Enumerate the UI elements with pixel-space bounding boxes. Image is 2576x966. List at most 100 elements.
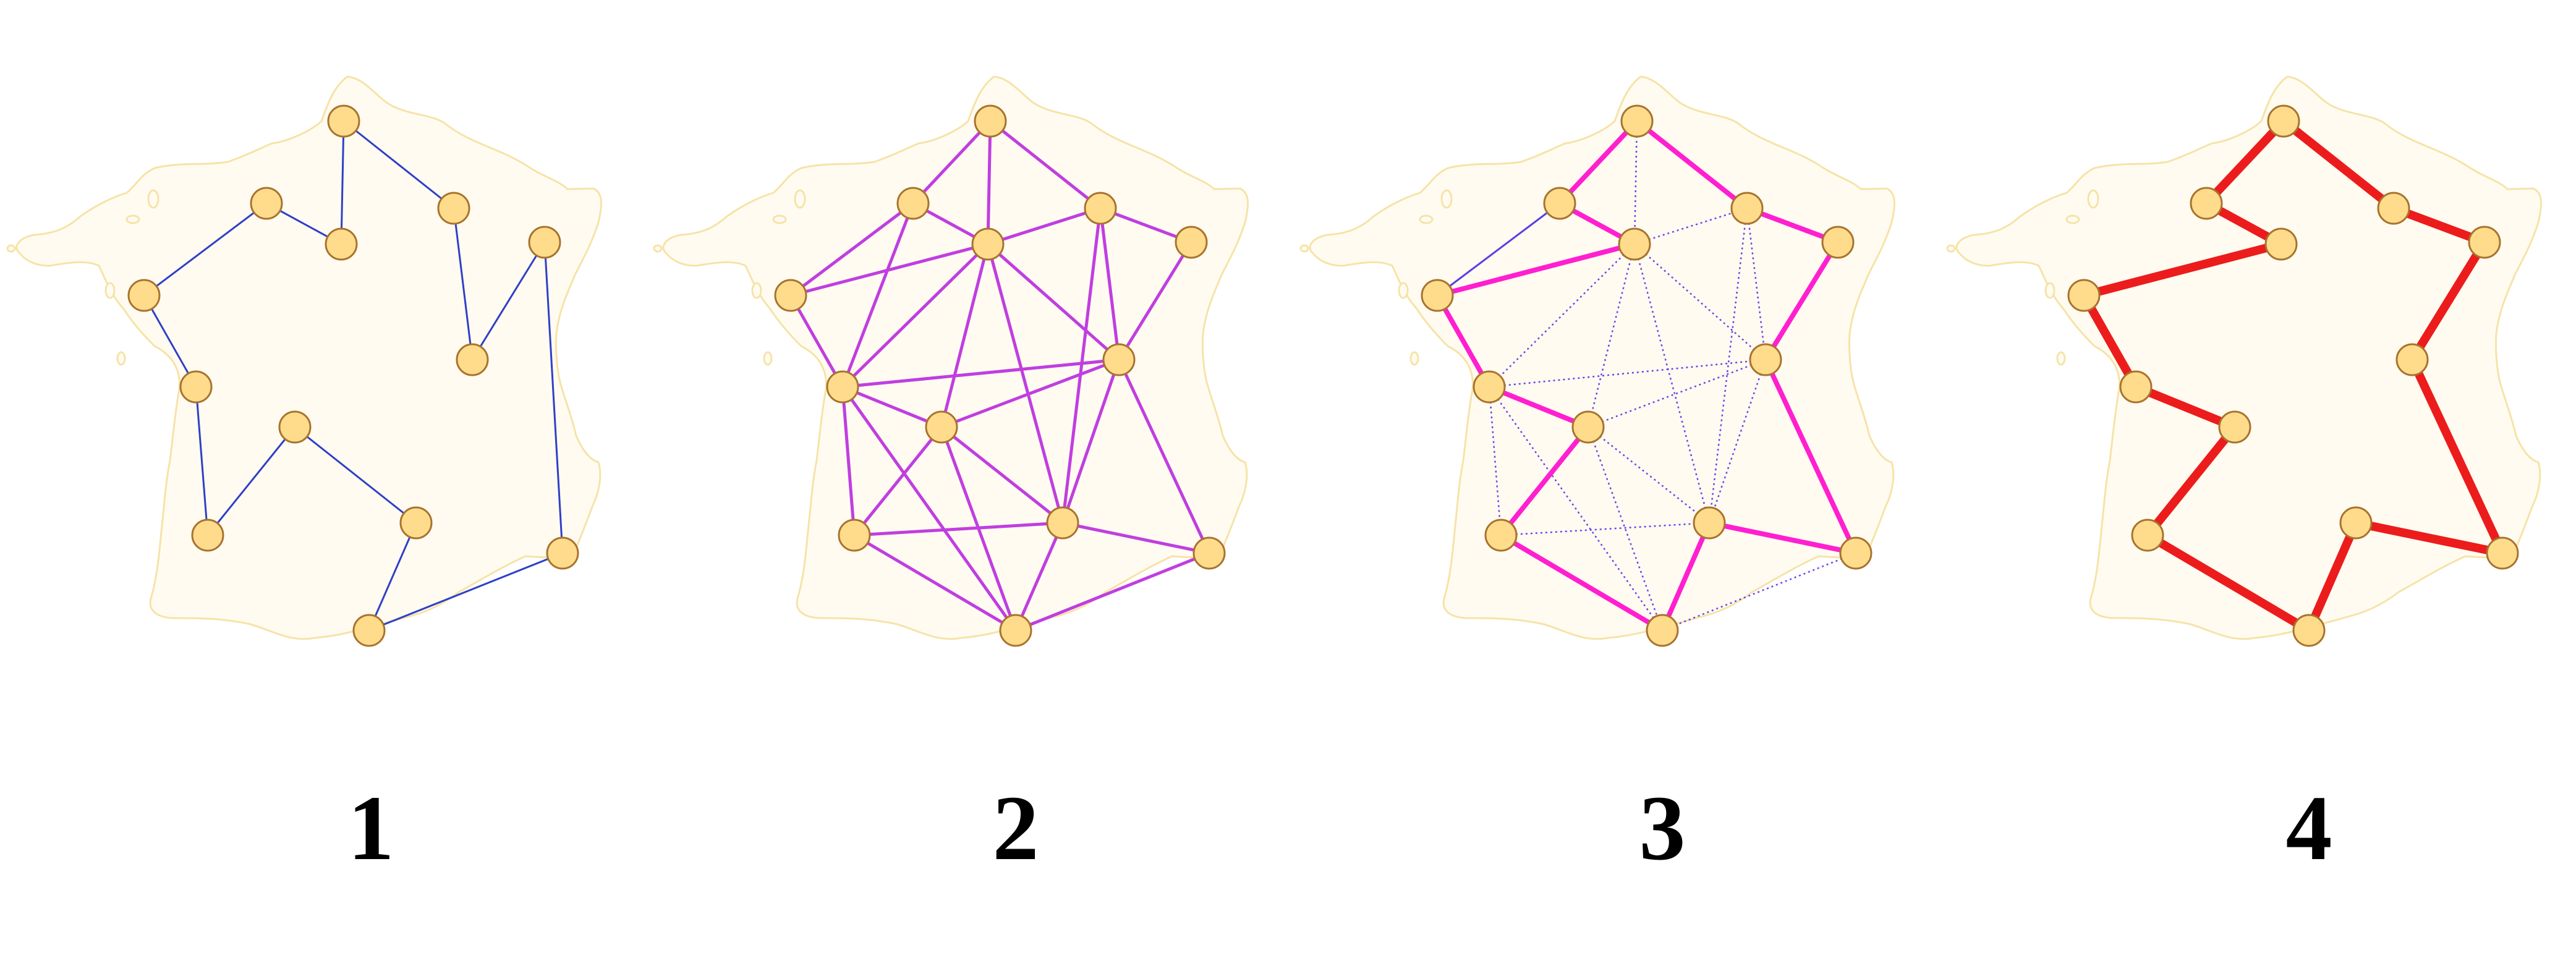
edge (853, 533, 1017, 632)
node (1484, 519, 1518, 552)
edge (1662, 552, 1856, 632)
node (179, 370, 213, 404)
edge (1435, 293, 1492, 389)
edge (854, 521, 1063, 537)
edge (2080, 291, 2140, 391)
edge (1660, 520, 1712, 633)
edge (1061, 208, 1102, 523)
node (925, 410, 958, 444)
edge (1435, 242, 1637, 298)
edge (2132, 383, 2239, 431)
node (2067, 279, 2101, 312)
edge (1708, 359, 1767, 523)
edge (2408, 355, 2507, 557)
edge (987, 206, 1101, 246)
edge (1746, 208, 1767, 360)
edge (143, 202, 267, 297)
edge (1634, 119, 1749, 211)
edge (1500, 522, 1710, 536)
node (999, 614, 1032, 647)
node (127, 279, 161, 312)
node (774, 279, 807, 312)
nodes-panel-1 (127, 104, 579, 647)
edge (2143, 531, 2313, 635)
node (2190, 187, 2223, 220)
node (1175, 226, 1208, 259)
node (2218, 410, 2251, 444)
node (1046, 506, 1079, 540)
edge (2279, 117, 2398, 213)
edge (1498, 533, 1665, 633)
node (546, 536, 579, 570)
node (250, 187, 283, 220)
edge (841, 386, 1018, 632)
edge (1633, 244, 1711, 523)
node (2264, 227, 2298, 261)
panel-1: 1 (6, 75, 603, 879)
edge (1707, 520, 1858, 556)
edge (471, 242, 546, 360)
thin-edges-panel-3 (1437, 202, 1560, 297)
node (1421, 279, 1454, 312)
edge (841, 243, 989, 388)
edge (1708, 208, 1748, 523)
edge (790, 242, 988, 297)
france-map-1 (6, 75, 603, 640)
node (896, 187, 930, 220)
node (971, 227, 1005, 261)
edge (1437, 202, 1560, 297)
panel-3: 3 (1299, 75, 1896, 879)
node (327, 104, 360, 138)
node (1730, 192, 1764, 225)
edge (940, 244, 990, 428)
node (2377, 192, 2410, 225)
node (974, 104, 1007, 138)
edge (1489, 244, 1635, 388)
panel-3-label: 3 (1639, 777, 1686, 879)
edge (2352, 519, 2507, 557)
edge (1487, 384, 1591, 430)
node (1473, 370, 1506, 404)
edge (2408, 238, 2489, 364)
node (1749, 343, 1782, 376)
node (1192, 536, 1226, 570)
edge (912, 120, 992, 205)
node (1821, 226, 1855, 259)
node (352, 614, 386, 647)
edge (986, 244, 1065, 523)
nodes-panel-2 (774, 104, 1226, 647)
edge (143, 295, 197, 388)
edge (941, 358, 1120, 429)
edge (1117, 358, 1211, 554)
edge (1015, 551, 1210, 632)
edges-panel-1 (143, 120, 564, 632)
edge (1587, 426, 1664, 631)
node (191, 519, 224, 552)
edge (1489, 358, 1766, 388)
edge (842, 358, 1120, 389)
edge (987, 243, 1120, 361)
edge (2080, 240, 2285, 300)
nodes-panel-3 (1421, 104, 1872, 647)
node (2267, 104, 2300, 138)
node (278, 410, 312, 444)
edge (940, 426, 1064, 524)
edge (1557, 119, 1639, 206)
edge (853, 426, 943, 536)
edge (453, 208, 474, 360)
edge (1099, 208, 1121, 360)
edge (1633, 121, 1638, 245)
panel-1-label: 1 (348, 777, 394, 879)
node (528, 226, 561, 259)
node (2486, 536, 2519, 570)
edge (1062, 521, 1210, 555)
edge (1117, 241, 1193, 361)
node (2119, 370, 2153, 404)
edge (841, 203, 915, 388)
edge (989, 120, 1102, 210)
panel-2-label: 2 (993, 777, 1039, 879)
node (456, 343, 489, 376)
edge (1763, 240, 1840, 362)
panel-4-label: 4 (2286, 777, 2332, 879)
edge (1061, 359, 1121, 523)
